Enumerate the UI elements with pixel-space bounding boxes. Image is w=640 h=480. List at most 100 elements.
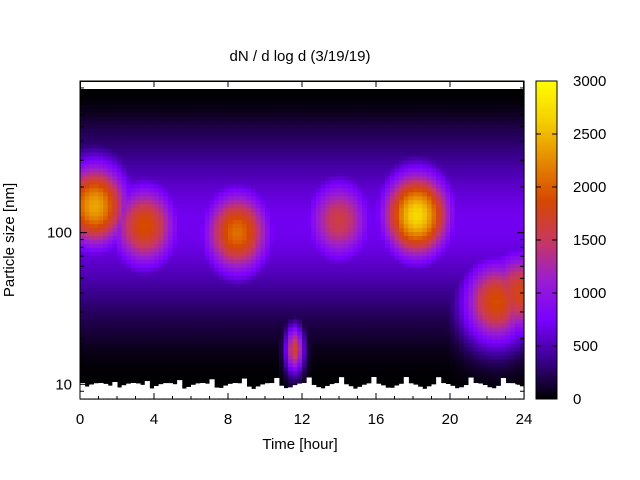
heatmap-cell — [107, 208, 113, 213]
heatmap-cell — [218, 243, 224, 249]
heatmap-cell — [251, 92, 257, 98]
heatmap-cell — [311, 172, 317, 178]
heatmap-cell — [103, 208, 109, 213]
heatmap-cell — [348, 140, 354, 146]
heatmap-cell — [191, 172, 197, 178]
heatmap-cell — [144, 196, 150, 201]
heatmap-cell — [121, 367, 127, 372]
heatmap-cell — [89, 208, 95, 213]
heatmap-cell — [325, 307, 331, 313]
heatmap-cell — [352, 204, 359, 209]
heatmap-cell — [158, 335, 164, 340]
heatmap-cell — [283, 275, 289, 281]
heatmap-cell — [260, 259, 266, 265]
heatmap-cell — [320, 259, 326, 265]
heatmap-cell — [163, 243, 169, 249]
heatmap-cell — [177, 279, 183, 285]
heatmap-cell — [311, 216, 317, 221]
heatmap-cell — [195, 371, 201, 376]
heatmap-cell — [246, 283, 252, 289]
heatmap-cell — [334, 196, 340, 201]
heatmap-cell — [260, 176, 266, 181]
heatmap-cell — [103, 224, 109, 229]
heatmap-cell — [260, 232, 266, 237]
heatmap-cell — [223, 124, 229, 130]
heatmap-cell — [144, 319, 150, 325]
heatmap-cell — [357, 263, 363, 269]
heatmap-cell — [98, 156, 104, 162]
heatmap-cell — [334, 216, 340, 221]
heatmap-cell — [320, 371, 326, 376]
heatmap-cell — [112, 363, 118, 368]
heatmap-cell — [117, 351, 123, 356]
heatmap-cell — [186, 236, 192, 241]
heatmap-cell — [278, 367, 285, 372]
heatmap-cell — [255, 136, 261, 142]
heatmap-cell — [297, 303, 303, 309]
heatmap-cell — [352, 267, 359, 273]
heatmap-cell — [177, 267, 183, 273]
heatmap-cell — [80, 180, 86, 185]
heatmap-cell — [98, 359, 104, 364]
heatmap-cell — [269, 263, 275, 269]
heatmap-cell — [228, 331, 234, 337]
heatmap-cell — [98, 243, 104, 249]
heatmap-cell — [163, 132, 169, 138]
heatmap-cell — [135, 315, 141, 321]
heatmap-cell — [158, 303, 164, 309]
heatmap-cell — [144, 96, 150, 102]
heatmap-cell — [315, 259, 322, 265]
heatmap-cell — [274, 371, 280, 376]
heatmap-cell — [107, 339, 113, 344]
heatmap-cell — [334, 228, 340, 233]
heatmap-cell — [214, 208, 220, 213]
heatmap-cell — [126, 247, 132, 253]
heatmap-cell — [84, 255, 90, 261]
heatmap-cell — [218, 140, 224, 146]
heatmap-cell — [292, 347, 298, 352]
heatmap-cell — [292, 228, 298, 233]
heatmap-cell — [352, 307, 359, 313]
heatmap-cell — [130, 263, 137, 269]
heatmap-cell — [274, 319, 280, 325]
heatmap-cell — [107, 220, 113, 225]
heatmap-cell — [172, 295, 178, 301]
heatmap-cell — [195, 240, 201, 245]
heatmap-cell — [126, 196, 132, 201]
heatmap-cell — [103, 204, 109, 209]
heatmap-cell — [311, 124, 317, 130]
heatmap-cell — [84, 339, 90, 344]
heatmap-cell — [204, 224, 211, 229]
heatmap-cell — [144, 216, 150, 221]
heatmap-cell — [163, 100, 169, 106]
heatmap-cell — [278, 212, 285, 217]
heatmap-cell — [320, 287, 326, 293]
heatmap-cell — [269, 172, 275, 178]
heatmap-cell — [84, 383, 90, 388]
heatmap-cell — [320, 152, 326, 158]
heatmap-cell — [325, 243, 331, 249]
heatmap-cell — [135, 371, 141, 376]
heatmap-cell — [80, 247, 86, 253]
heatmap-cell — [232, 347, 238, 352]
heatmap-cell — [297, 180, 303, 185]
heatmap-cell — [325, 363, 331, 368]
heatmap-cell — [274, 112, 280, 118]
heatmap-cell — [135, 355, 141, 360]
heatmap-cell — [214, 319, 220, 325]
heatmap-cell — [98, 208, 104, 213]
heatmap-cell — [167, 295, 174, 301]
heatmap-cell — [163, 315, 169, 321]
heatmap-cell — [163, 96, 169, 102]
heatmap-cell — [80, 120, 86, 126]
heatmap-cell — [107, 88, 113, 94]
heatmap-cell — [126, 124, 132, 130]
heatmap-cell — [320, 255, 326, 261]
heatmap-cell — [154, 136, 160, 142]
heatmap-cell — [357, 295, 363, 301]
heatmap-cell — [167, 287, 174, 293]
heatmap-cell — [320, 184, 326, 189]
heatmap-cell — [126, 299, 132, 305]
heatmap-cell — [334, 303, 340, 309]
heatmap-cell — [163, 359, 169, 364]
